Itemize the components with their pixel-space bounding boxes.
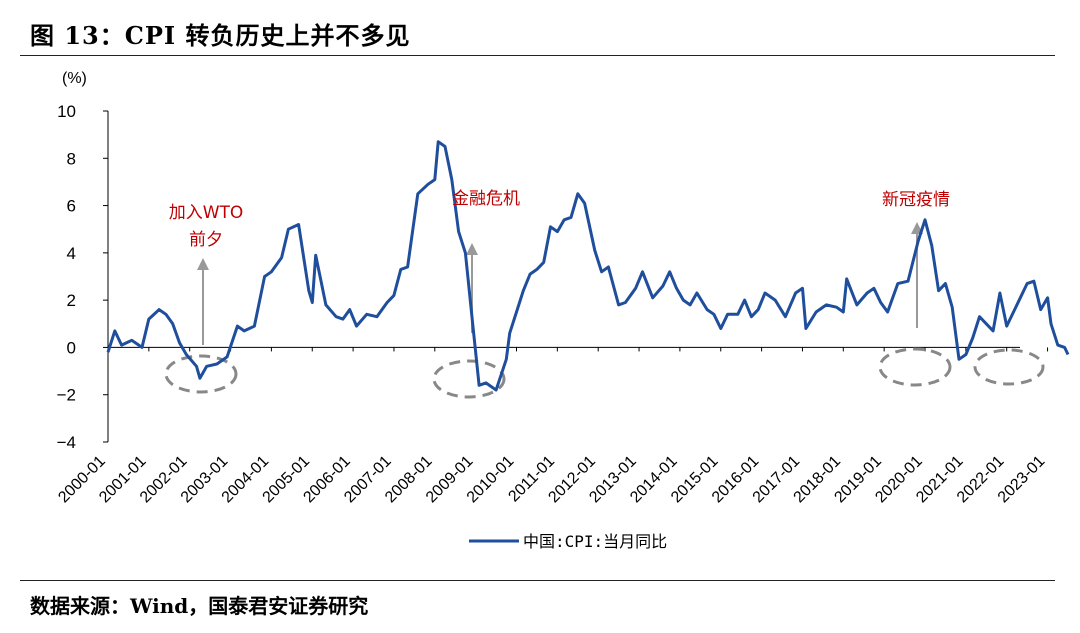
legend: 中国:CPI:当月同比: [469, 532, 667, 551]
y-tick-label: 6: [67, 197, 76, 216]
highlight-ellipse: [432, 359, 506, 399]
annotation-arrows: [197, 222, 923, 345]
highlight-ellipse: [164, 354, 238, 394]
arrowhead: [466, 243, 478, 255]
highlight-ellipses: [164, 347, 1045, 399]
source-note: 数据来源：Wind，国泰君安证券研究: [30, 594, 369, 618]
y-tick-label: −4: [57, 433, 76, 452]
title-rule: [20, 55, 1055, 56]
annotation-label: 加入WTO: [169, 203, 244, 223]
y-tick-label: 0: [67, 338, 76, 357]
y-tick-label: −2: [57, 386, 76, 405]
figure-title: 图 13：CPI 转负历史上并不多见: [30, 21, 411, 50]
series-line-cpi: [106, 140, 1070, 392]
source-rule: [20, 580, 1055, 581]
y-axis: −4 −2 0 2 4 6 8 10 (%): [57, 70, 109, 452]
highlight-ellipse: [973, 348, 1045, 386]
y-unit-label: (%): [62, 70, 87, 87]
y-tick-label: 8: [67, 149, 76, 168]
y-tick-label: 10: [57, 102, 76, 121]
annotation-label: 前夕: [189, 230, 223, 250]
annotation-label: 金融危机: [452, 189, 520, 209]
annotation-label: 新冠疫情: [882, 190, 950, 210]
annotations: 加入WTO 前夕 金融危机 新冠疫情: [169, 189, 950, 250]
y-tick-label: 2: [67, 291, 76, 310]
arrowhead: [197, 258, 209, 270]
highlight-ellipse: [878, 347, 952, 387]
y-tick-label: 4: [67, 244, 76, 263]
legend-label: 中国:CPI:当月同比: [523, 532, 667, 551]
